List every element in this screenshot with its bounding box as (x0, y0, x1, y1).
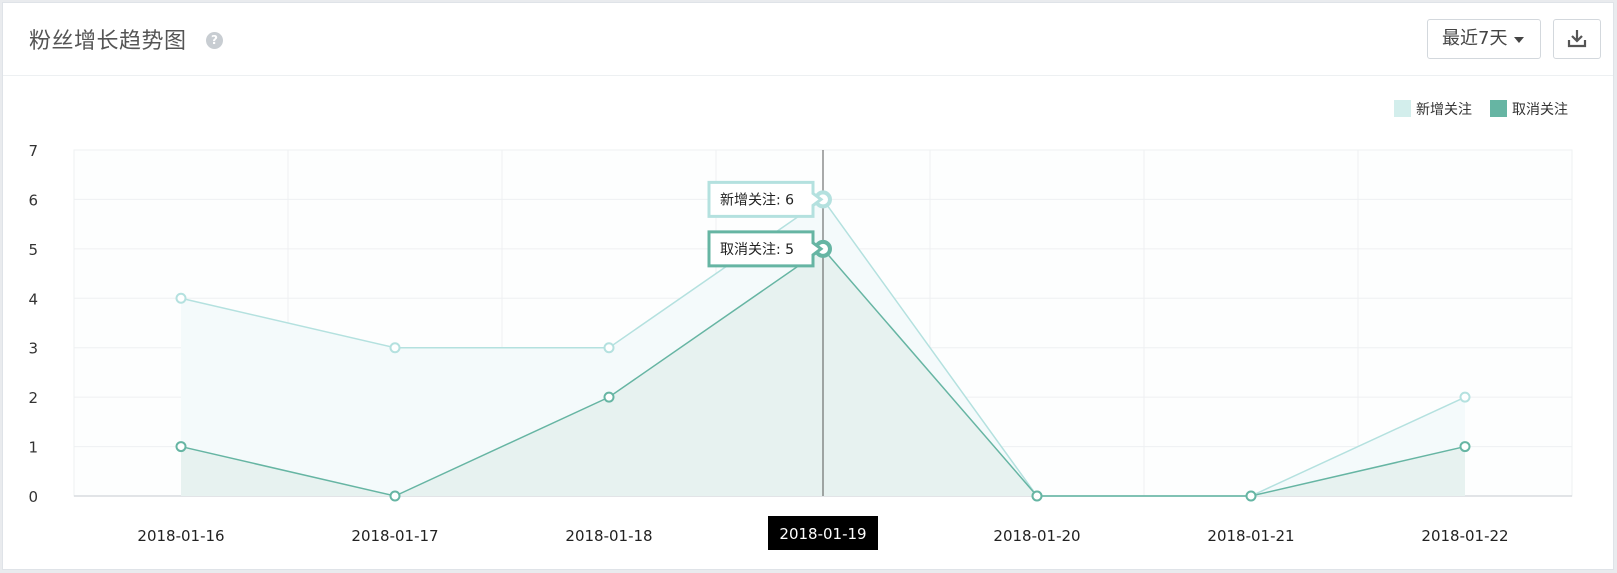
series-unfollow-point[interactable] (175, 441, 187, 453)
series-new-point[interactable] (1459, 391, 1471, 403)
y-tick-label: 2 (28, 389, 38, 407)
x-tick-label: 2018-01-21 (1207, 527, 1294, 545)
tooltip-new: 新增关注: 6 (707, 180, 824, 218)
series-unfollow-point[interactable] (1031, 490, 1043, 502)
y-tick-label: 7 (28, 142, 38, 160)
x-tick-label: 2018-01-16 (137, 527, 224, 545)
tooltip-text: 新增关注: 6 (720, 192, 794, 208)
tooltip-box (707, 180, 824, 218)
x-tick-label: 2018-01-20 (993, 527, 1080, 545)
download-icon (1567, 30, 1587, 48)
legend-label[interactable]: 取消关注 (1512, 102, 1568, 118)
y-tick-label: 3 (28, 340, 38, 358)
x-highlight-label: 2018-01-19 (779, 525, 866, 543)
legend-label[interactable]: 新增关注 (1416, 102, 1472, 118)
y-tick-label: 4 (28, 290, 38, 308)
date-range-dropdown[interactable]: 最近7天 (1427, 19, 1541, 59)
y-tick-label: 5 (28, 241, 38, 259)
question-circle-icon[interactable]: ? (206, 32, 223, 49)
series-unfollow-point[interactable] (1245, 490, 1257, 502)
y-tick-label: 6 (28, 191, 38, 209)
tooltip-unfollow: 取消关注: 5 (707, 230, 824, 268)
series-new-point[interactable] (389, 342, 401, 354)
x-tick-label: 2018-01-18 (565, 527, 652, 545)
legend-swatch[interactable] (1394, 100, 1411, 117)
series-unfollow-point[interactable] (1459, 441, 1471, 453)
panel-header: 粉丝增长趋势图 ? 最近7天 (3, 3, 1613, 76)
page-title: 粉丝增长趋势图 (29, 29, 187, 54)
series-new-point[interactable] (603, 342, 615, 354)
series-unfollow-point[interactable] (603, 391, 615, 403)
tooltip-text: 取消关注: 5 (720, 242, 794, 258)
download-button[interactable] (1553, 19, 1601, 59)
legend-swatch[interactable] (1490, 100, 1507, 117)
x-tick-label: 2018-01-17 (351, 527, 438, 545)
x-highlight-box (768, 516, 878, 550)
series-new-point[interactable] (175, 292, 187, 304)
legend: 新增关注 取消关注 (1394, 100, 1568, 118)
x-tick-label: 2018-01-22 (1421, 527, 1508, 545)
y-tick-label: 0 (28, 488, 38, 506)
caret-down-icon (1514, 37, 1524, 43)
tooltip-box (707, 230, 824, 268)
series-unfollow-point[interactable] (389, 490, 401, 502)
date-range-label: 最近7天 (1442, 28, 1508, 49)
y-tick-label: 1 (28, 439, 38, 457)
